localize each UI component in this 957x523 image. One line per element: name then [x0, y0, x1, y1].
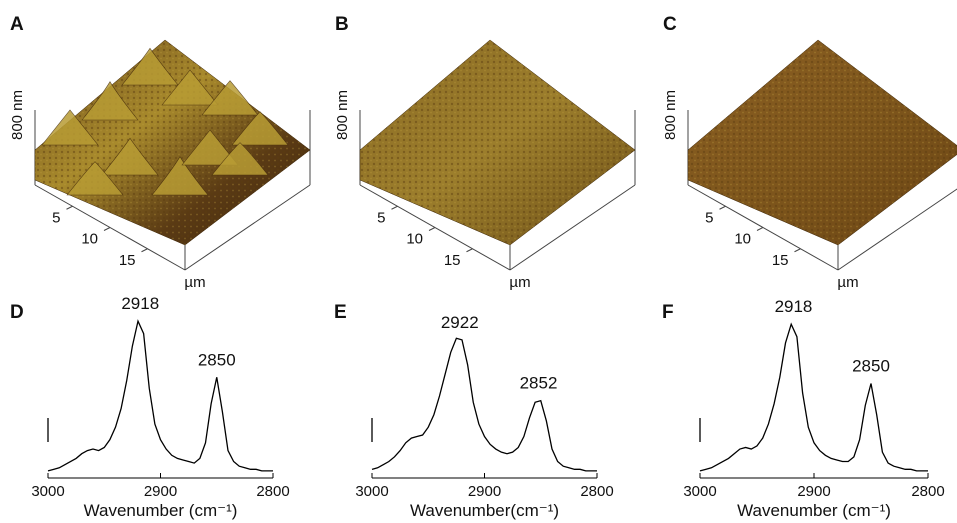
z-axis-label: 800 nm: [662, 90, 679, 140]
afm-peak: [201, 80, 259, 116]
peak-label: 2850: [198, 350, 236, 369]
tick-mark: [103, 227, 111, 231]
spectrum-line: [47, 319, 273, 472]
axis-line: [509, 184, 636, 271]
axis-tick-label: 5: [52, 209, 60, 226]
afm-peak: [161, 69, 219, 106]
axis-unit: µm: [837, 274, 858, 291]
afm-peak: [101, 137, 159, 176]
x-tick-label: 2900: [797, 483, 830, 500]
peak-label: 2922: [441, 313, 479, 332]
panel-label: C: [663, 14, 677, 35]
axis-unit: µm: [184, 274, 205, 291]
axis-tick-label: 10: [406, 231, 423, 248]
x-tick-label: 2900: [144, 483, 177, 500]
afm-peak: [41, 109, 99, 146]
afm-peak: [211, 142, 269, 176]
x-tick-label: 3000: [683, 483, 716, 500]
axis-line: [837, 188, 957, 271]
x-axis-title: Wavenumber(cm⁻¹): [410, 501, 559, 520]
axis-tick-label: 15: [119, 252, 136, 269]
axis-unit: µm: [509, 274, 530, 291]
x-tick-label: 3000: [31, 483, 64, 500]
panel-label: B: [335, 14, 349, 35]
x-tick-label: 2800: [580, 483, 613, 500]
axis-tick-label: 5: [377, 209, 385, 226]
afm-peak: [121, 47, 179, 86]
tick-mark: [141, 248, 148, 253]
tick-mark: [391, 205, 398, 210]
tick-mark: [719, 205, 726, 210]
peak-label: 2918: [121, 294, 159, 313]
afm-peak: [151, 156, 209, 196]
afm-texture: [688, 40, 957, 245]
z-axis-label: 800 nm: [9, 90, 26, 140]
tick-mark: [794, 248, 801, 253]
spectrum-line: [371, 337, 597, 472]
x-tick-label: 2900: [468, 483, 501, 500]
afm-peak: [231, 111, 289, 146]
afm-peak: [66, 161, 124, 196]
z-axis-label: 800 nm: [334, 90, 351, 140]
axis-tick-label: 10: [734, 231, 751, 248]
tick-mark: [428, 227, 436, 231]
peak-label: 2918: [775, 297, 813, 316]
x-tick-label: 3000: [355, 483, 388, 500]
spectrum-line: [699, 322, 928, 472]
peak-label: 2852: [520, 374, 558, 393]
axis-tick-label: 15: [772, 252, 789, 269]
afm-texture: [360, 40, 635, 245]
x-tick-label: 2800: [256, 483, 289, 500]
afm-peak: [81, 81, 139, 121]
tick-mark: [756, 227, 764, 231]
axis-line: [184, 184, 311, 271]
axis-tick-label: 10: [81, 231, 98, 248]
x-axis-title: Wavenumber (cm⁻¹): [84, 501, 238, 520]
tick-mark: [66, 205, 73, 210]
panel-label: A: [10, 14, 24, 35]
panel-label: F: [662, 302, 674, 323]
axis-tick-label: 5: [705, 209, 713, 226]
panel-label: E: [334, 302, 347, 323]
x-axis-title: Wavenumber (cm⁻¹): [737, 501, 891, 520]
panel-label: D: [10, 302, 24, 323]
peak-label: 2850: [852, 357, 890, 376]
x-tick-label: 2800: [911, 483, 944, 500]
tick-mark: [466, 248, 473, 253]
axis-tick-label: 15: [444, 252, 461, 269]
